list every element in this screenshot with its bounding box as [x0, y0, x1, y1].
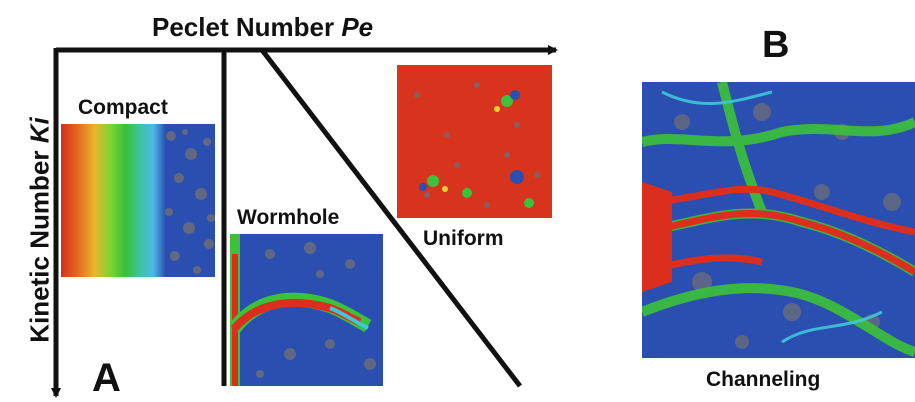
compact-simulation-image	[61, 124, 215, 277]
x-axis-label: Peclet Number Pe	[152, 12, 373, 43]
y-axis-title: Kinetic Number	[24, 150, 55, 343]
panel-a-letter: A	[92, 356, 121, 400]
y-axis-label: Kinetic Number Ki	[25, 117, 56, 342]
x-axis-symbol: Pe	[341, 12, 374, 42]
uniform-label: Uniform	[423, 227, 504, 250]
y-axis-symbol: Ki	[24, 117, 55, 144]
wormhole-channel-shape	[230, 234, 376, 386]
wormhole-simulation-image	[230, 234, 383, 386]
channeling-simulation-image	[642, 82, 915, 358]
x-axis-title: Peclet Number	[152, 12, 335, 42]
channeling-network	[642, 82, 915, 357]
panel-b-letter: B	[762, 24, 790, 66]
wormhole-uniform-boundary	[260, 48, 522, 388]
uniform-texture	[414, 82, 540, 208]
compact-grain-texture	[165, 129, 215, 274]
compact-label: Compact	[78, 96, 168, 119]
wormhole-label: Wormhole	[237, 206, 340, 229]
uniform-simulation-image	[397, 65, 552, 218]
channeling-label: Channeling	[706, 368, 821, 391]
